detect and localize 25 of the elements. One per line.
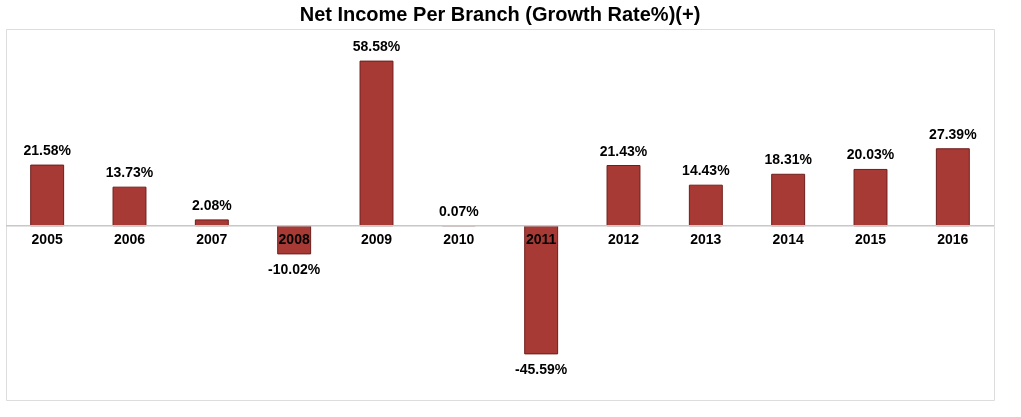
data-label: 18.31% [764,151,813,168]
data-label: 13.73% [105,164,154,181]
x-tick-label: 2009 [360,230,393,247]
x-tick-label: 2008 [278,230,310,247]
x-tick-label: 2016 [937,230,969,247]
x-tick-label: 2013 [690,230,722,247]
chart-title: Net Income Per Branch (Growth Rate%)(+) [299,3,701,25]
x-tick-label: 2005 [31,230,63,247]
x-tick-label: 2006 [113,230,146,247]
data-label: 2.08% [191,196,233,213]
x-tick-label: 2011 [525,230,557,247]
x-tick-label: 2014 [772,230,804,247]
data-label: 58.58% [352,38,401,55]
data-label: 27.39% [929,125,978,142]
data-label: 0.07% [438,202,480,219]
x-tick-label: 2010 [443,230,475,247]
x-tick-label: 2007 [196,230,228,247]
x-tick-label: 2015 [854,230,887,247]
data-label: -45.59% [515,360,568,377]
data-label: 14.43% [682,162,731,179]
data-label: -10.02% [268,260,321,277]
data-label: 21.43% [599,142,648,159]
x-tick-label: 2012 [607,230,640,247]
data-label: 20.03% [846,146,895,163]
data-label: 21.58% [23,142,72,159]
